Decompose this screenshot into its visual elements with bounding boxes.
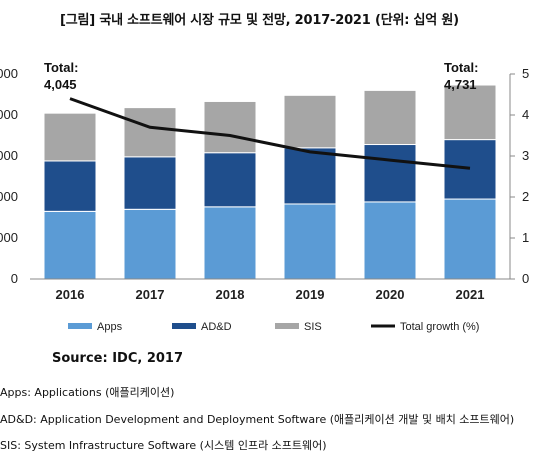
y-right-tick-label: 5 — [522, 66, 529, 81]
legend-label: Total growth (%) — [400, 321, 479, 333]
total-annotation-value: 4,045 — [44, 77, 77, 92]
bar-segment-sis — [123, 107, 177, 158]
y-right-tick-label: 3 — [522, 148, 529, 163]
bar-segment-sis — [43, 112, 97, 162]
y-left-tick-label: 0 — [11, 271, 18, 286]
footnote-add: AD&D: Application Development and Deploy… — [0, 413, 515, 426]
x-tick-label: 2018 — [216, 287, 245, 302]
y-left-tick-label: 4,000 — [0, 107, 18, 122]
bar-segment-add — [363, 144, 417, 203]
footnote-sis: SIS: System Infrastructure Software (시스템… — [0, 439, 327, 452]
y-left-tick-label: 1,000 — [0, 230, 18, 245]
y-right-tick-label: 1 — [522, 230, 529, 245]
bar-segment-apps — [363, 201, 417, 280]
bar-segment-apps — [123, 208, 177, 280]
x-tick-label: 2021 — [456, 287, 485, 302]
x-tick-label: 2017 — [136, 287, 165, 302]
source-note: Source: IDC, 2017 — [52, 351, 184, 366]
footnote-apps: Apps: Applications (애플리케이션) — [0, 386, 175, 399]
legend-label: AD&D — [201, 321, 232, 333]
stacked-bar-chart: 0 1,000 2,000 3,000 4,000 5,000 0 1 2 3 4 5 2016 2017… — [0, 60, 529, 333]
bar-segment-add — [283, 147, 337, 205]
total-annotation-value: 4,731 — [444, 77, 477, 92]
legend-swatch — [172, 323, 196, 329]
bar-segment-sis — [203, 100, 257, 154]
legend-swatch — [68, 323, 92, 329]
y-left-tick-label: 3,000 — [0, 148, 18, 163]
total-annotation-label: Total: — [44, 60, 78, 75]
bar-segment-sis — [363, 89, 417, 146]
bar-segment-apps — [443, 198, 497, 280]
x-tick-label: 2019 — [296, 287, 325, 302]
y-right-tick-label: 2 — [522, 189, 529, 204]
total-growth-line — [69, 97, 471, 170]
legend-swatch — [275, 323, 299, 329]
bar-segment-apps — [283, 203, 337, 280]
y-right-tick-label: 0 — [522, 271, 529, 286]
bar-segment-add — [123, 156, 177, 210]
legend-label: Apps — [97, 321, 123, 333]
bar-segment-apps — [43, 210, 97, 280]
legend-label: SIS — [304, 321, 322, 333]
bar-segment-add — [43, 160, 97, 212]
y-left-tick-label: 2,000 — [0, 189, 18, 204]
y-left-tick-label: 5,000 — [0, 66, 18, 81]
x-tick-label: 2020 — [376, 287, 405, 302]
bar-segment-sis — [283, 94, 337, 149]
total-annotation-label: Total: — [444, 60, 478, 75]
bar-segment-apps — [203, 206, 257, 280]
x-tick-label: 2016 — [56, 287, 85, 302]
bar-segment-add — [203, 152, 257, 208]
chart-title: [그림] 국내 소프트웨어 시장 규모 및 전망, 2017-2021 (단위:… — [60, 13, 459, 28]
y-right-tick-label: 4 — [522, 107, 529, 122]
bar-segment-add — [443, 139, 497, 200]
bar-segment-sis — [443, 84, 497, 141]
